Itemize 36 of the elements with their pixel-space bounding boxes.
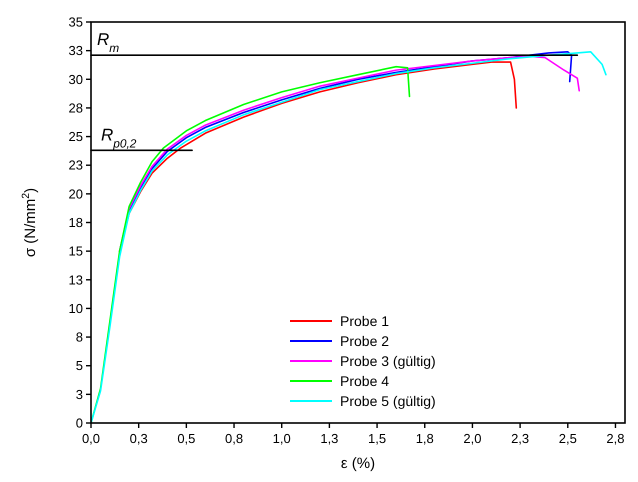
y-tick-label: 3 — [76, 386, 83, 402]
x-tick-label: 0,8 — [224, 431, 244, 446]
y-tick-label: 15 — [68, 244, 83, 259]
legend-label: Probe 3 (gültig) — [340, 353, 436, 369]
y-tick-label: 25 — [68, 129, 83, 144]
x-tick-label: 1,3 — [320, 431, 338, 446]
y-tick-label: 28 — [68, 100, 83, 116]
x-tick-label: 2,8 — [606, 431, 625, 446]
y-tick-label: 33 — [68, 43, 83, 58]
line-series — [90, 50, 607, 424]
x-tick-label: 1,5 — [368, 431, 386, 446]
y-tick-label: 10 — [68, 300, 83, 316]
x-tick-label: 0,5 — [177, 431, 196, 446]
x-tick-label: 2,3 — [511, 431, 530, 446]
x-tick-label: 1,0 — [272, 431, 291, 446]
y-tick-label: 0 — [76, 416, 83, 430]
y-tick-label: 18 — [68, 215, 83, 230]
y-tick-label: 23 — [68, 158, 83, 173]
annotation: R$_{p0,2}$ — [101, 125, 137, 150]
legend-label: Probe 5 (gültig) — [340, 393, 436, 409]
x-tick-label: 2,0 — [463, 431, 482, 446]
x-tick-label: 2,5 — [558, 431, 577, 446]
x-tick-label: 1,8 — [416, 431, 434, 446]
x-tick-label: 0,0 — [82, 431, 100, 446]
y-tick-label: 30 — [68, 72, 83, 87]
y-tick-label: 35 — [68, 14, 83, 30]
x-tick-label: 0,3 — [130, 431, 148, 446]
y-tick-label: 5 — [76, 358, 83, 374]
y-tick-label: 8 — [76, 330, 83, 345]
x-axis-title: ε (%) — [340, 455, 376, 472]
annotation: R$_{m}$ — [97, 30, 120, 56]
legend-label: Probe 1 — [340, 313, 390, 329]
y-tick-label: 20 — [68, 186, 83, 202]
legend-label: Probe 2 — [340, 333, 390, 349]
legend-label: Probe 4 — [340, 373, 390, 389]
y-tick-label: 13 — [68, 272, 83, 288]
